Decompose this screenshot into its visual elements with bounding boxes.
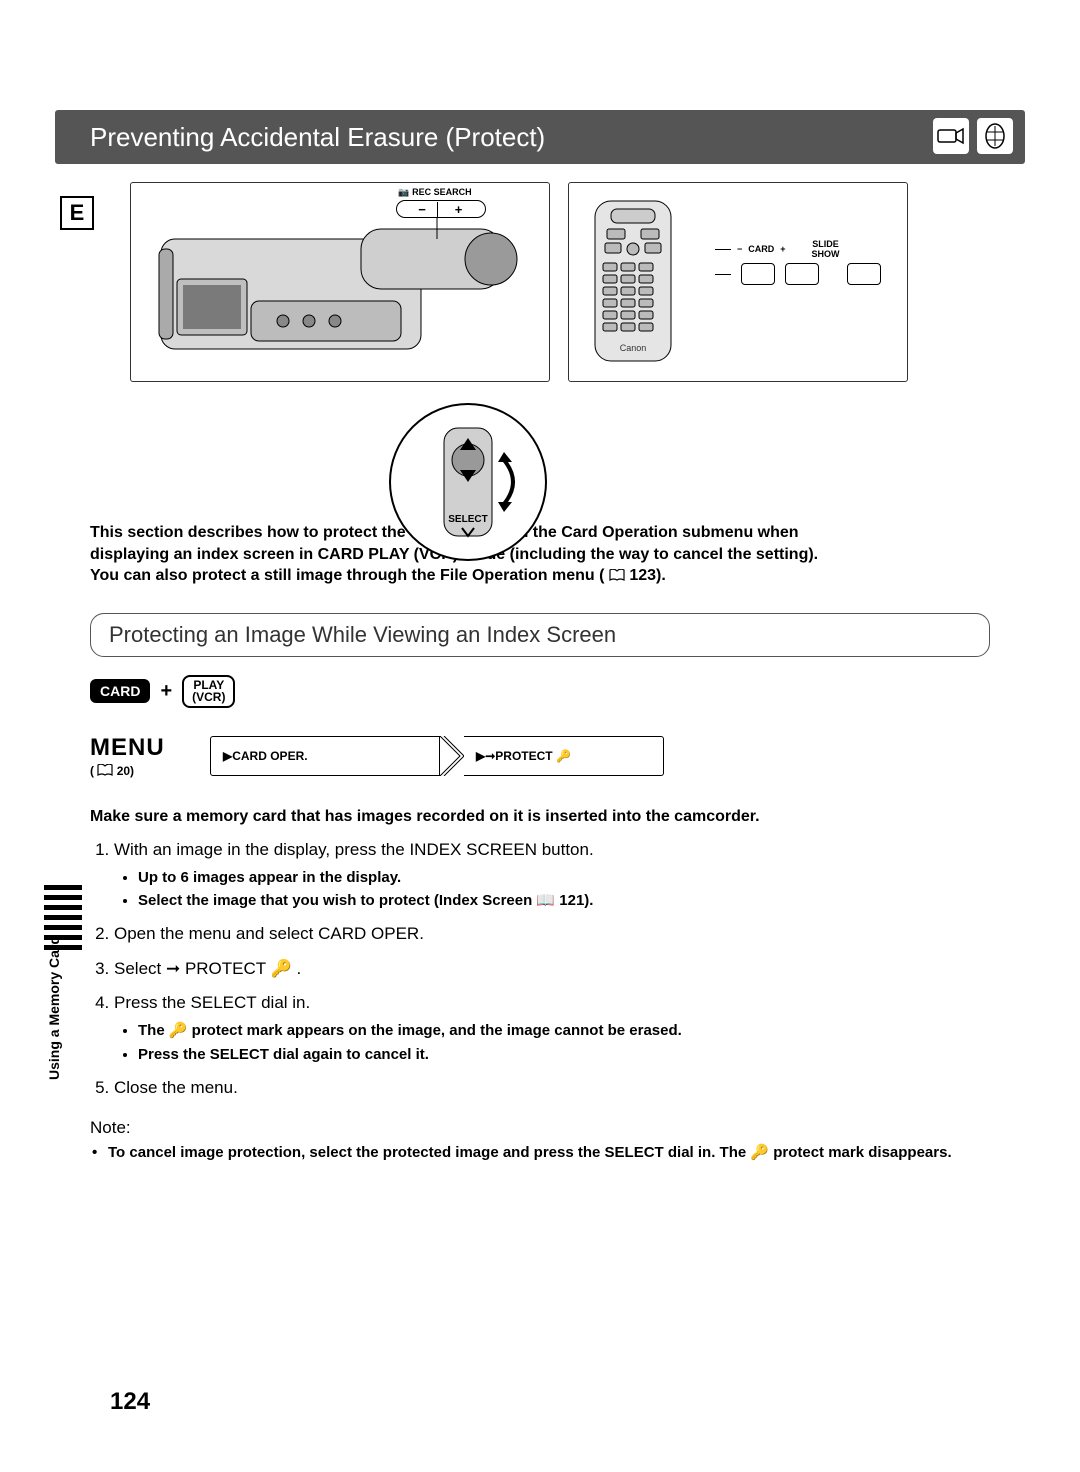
step-4-bullet-2: Press the SELECT dial again to cancel it… bbox=[138, 1044, 990, 1066]
remote-svg: Canon bbox=[583, 197, 683, 367]
instruction-steps: With an image in the display, press the … bbox=[90, 838, 990, 1100]
svg-text:Canon: Canon bbox=[620, 343, 647, 353]
step-1-bullet-2: Select the image that you wish to protec… bbox=[138, 890, 990, 912]
remote-card-row: − CARD + SLIDE SHOW bbox=[715, 239, 899, 259]
manual-page: Preventing Accidental Erasure (Protect) … bbox=[0, 0, 1080, 1472]
header-mode-icons bbox=[933, 118, 1013, 154]
remote-card-label: CARD bbox=[748, 244, 774, 254]
book-icon bbox=[97, 764, 113, 776]
menu-ref: ( 20) bbox=[90, 764, 210, 778]
step-1-bullet-1: Up to 6 images appear in the display. bbox=[138, 867, 990, 889]
note-label: Note: bbox=[90, 1118, 990, 1138]
step-2: Open the menu and select CARD OPER. bbox=[114, 922, 990, 947]
remote-mode-icon bbox=[977, 118, 1013, 154]
remote-slideshow-label: SLIDE SHOW bbox=[812, 239, 840, 259]
card-badge: CARD bbox=[90, 679, 150, 703]
page-number: 124 bbox=[110, 1388, 150, 1416]
remote-button-card-minus bbox=[741, 263, 775, 285]
flow-box-protect: ▶➞PROTECT 🔑 bbox=[464, 736, 664, 776]
flow-separator bbox=[440, 736, 464, 776]
svg-text:SELECT: SELECT bbox=[448, 514, 487, 525]
note-text: To cancel image protection, select the p… bbox=[90, 1142, 990, 1163]
rec-search-icon: 📷 bbox=[398, 187, 409, 197]
section-title: Preventing Accidental Erasure (Protect) bbox=[90, 122, 545, 153]
remote-card-minus: − bbox=[737, 244, 742, 254]
camcorder-mode-icon bbox=[933, 118, 969, 154]
badge-plus: + bbox=[160, 680, 172, 703]
remote-button-slideshow bbox=[847, 263, 881, 285]
remote-button-card-plus bbox=[785, 263, 819, 285]
book-icon bbox=[609, 569, 625, 581]
section-header: Preventing Accidental Erasure (Protect) bbox=[55, 110, 1025, 164]
subheading-text: Protecting an Image While Viewing an Ind… bbox=[109, 622, 616, 647]
select-dial-detail: SELECT bbox=[388, 402, 548, 562]
menu-label-block: MENU ( 20) bbox=[90, 734, 210, 778]
prestep-text: Make sure a memory card that has images … bbox=[90, 808, 990, 826]
rec-search-label: REC SEARCH bbox=[412, 187, 472, 197]
step-5: Close the menu. bbox=[114, 1076, 990, 1101]
mode-badges-row: CARD + PLAY (VCR) bbox=[90, 675, 990, 708]
play-vcr-badge: PLAY (VCR) bbox=[182, 675, 235, 708]
flow-box-card-oper: ▶CARD OPER. bbox=[210, 736, 440, 776]
step-1: With an image in the display, press the … bbox=[114, 838, 990, 912]
step-4-bullet-1: The 🔑 protect mark appears on the image,… bbox=[138, 1020, 990, 1042]
remote-callouts: − CARD + SLIDE SHOW bbox=[715, 239, 899, 285]
remote-card-plus: + bbox=[780, 244, 785, 254]
camcorder-svg bbox=[141, 209, 541, 379]
menu-flow-row: MENU ( 20) ▶CARD OPER. ▶➞PROTECT 🔑 bbox=[90, 734, 990, 778]
camcorder-illustration-box: 📷 REC SEARCH − + bbox=[130, 182, 550, 382]
subheading-box: Protecting an Image While Viewing an Ind… bbox=[90, 613, 990, 657]
intro-line3: You can also protect a still image throu… bbox=[90, 565, 990, 587]
step-3: Select ➞ PROTECT 🔑 . bbox=[114, 957, 990, 982]
remote-illustration-box: Canon − CARD + SLIDE SHOW bbox=[568, 182, 908, 382]
language-e-indicator: E bbox=[60, 196, 94, 230]
menu-label: MENU bbox=[90, 734, 210, 762]
step-4: Press the SELECT dial in. The 🔑 protect … bbox=[114, 991, 990, 1065]
illustration-row: 📷 REC SEARCH − + bbox=[130, 182, 990, 402]
sidebar-section-label: Using a Memory Card bbox=[46, 936, 62, 1080]
remote-button-row bbox=[715, 263, 899, 285]
